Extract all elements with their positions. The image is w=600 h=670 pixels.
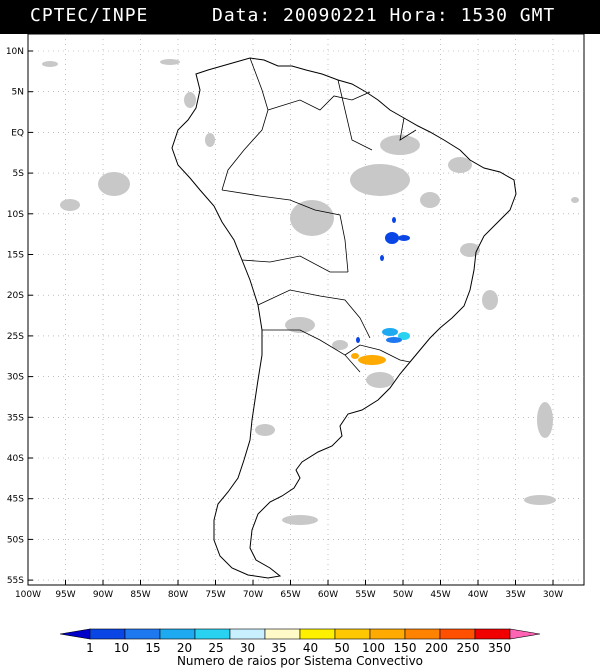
colorbar-swatch [89,628,126,640]
longitude-label: 65W [280,590,300,600]
cloud-cover [42,59,579,525]
colorbar: 1 10 15 20 25 30 35 40 50 100 150 200 250 350 [59,628,541,655]
colorbar-label: 150 [394,641,417,655]
latitude-label: 30S [7,373,24,383]
colorbar-label: 250 [457,641,480,655]
colorbar-label: 10 [114,641,129,655]
colorbar-label: 50 [334,641,349,655]
map-frame [27,33,585,586]
colorbar-swatch [264,628,301,640]
longitude-label: 50W [393,590,413,600]
longitude-label: 90W [93,590,113,600]
latitude-label: 5S [13,169,25,179]
longitude-label: 40W [468,590,488,600]
longitude-label: 35W [505,590,525,600]
longitude-label: 60W [318,590,338,600]
coastlines [171,57,517,579]
colorbar-label: 15 [145,641,160,655]
colorbar-swatch [194,628,231,640]
latitude-label: 15S [7,251,24,261]
colorbar-swatch [159,628,196,640]
colorbar-label: 30 [240,641,255,655]
colorbar-arrow-left [59,628,91,640]
colorbar-swatch [229,628,266,640]
colorbar-label: 350 [488,641,511,655]
longitude-label: 85W [130,590,150,600]
colorbar-label: 35 [271,641,286,655]
colorbar-title: Numero de raios por Sistema Convectivo [177,654,423,668]
latitude-label: 40S [7,454,24,464]
longitude-label: 70W [243,590,263,600]
longitude-label: 75W [205,590,225,600]
latitude-label: 5N [12,88,24,98]
colorbar-swatch [124,628,161,640]
longitude-label: 45W [430,590,450,600]
colorbar-label: 1 [86,641,94,655]
latitude-label: 20S [7,291,24,301]
colorbar-swatch [299,628,336,640]
colorbar-label: 40 [303,641,318,655]
latitude-label: 10S [7,210,24,220]
colorbar-swatch [334,628,371,640]
graticule [28,34,584,585]
latitude-label: 25S [7,332,24,342]
latitude-label: 35S [7,413,24,423]
longitude-labels: 100W 95W 90W 85W 80W 75W 70W 65W 60W 55W 50W 45W 40W… [15,580,563,600]
country-borders [221,57,417,373]
colorbar-label: 200 [425,641,448,655]
lightning-cells [351,217,410,365]
colorbar-arrow-right [509,628,541,640]
colorbar-label: 25 [208,641,223,655]
latitude-label: EQ [11,128,24,138]
longitude-label: 100W [15,590,41,600]
latitude-label: 50S [7,535,24,545]
longitude-label: 55W [355,590,375,600]
latitude-label: 10N [6,47,24,57]
date-time-label: Data: 20090221 Hora: 1530 GMT [212,5,556,26]
source-label: CPTEC/INPE [30,5,149,26]
colorbar-swatch [439,628,476,640]
title-bar: CPTEC/INPE Data: 20090221 Hora: 1530 GMT [0,0,600,34]
colorbar-swatch [474,628,511,640]
colorbar-label: 100 [362,641,385,655]
longitude-label: 95W [55,590,75,600]
latitude-labels: 10N 5N EQ 5S 10S 15S 20S 25S 30S 35S 40S 45S 50S 55S [6,47,33,586]
colorbar-label: 20 [177,641,192,655]
colorbar-swatch [369,628,406,640]
latitude-label: 55S [7,576,24,586]
colorbar-swatch [404,628,441,640]
longitude-label: 30W [543,590,563,600]
longitude-label: 80W [168,590,188,600]
latitude-label: 45S [7,495,24,505]
